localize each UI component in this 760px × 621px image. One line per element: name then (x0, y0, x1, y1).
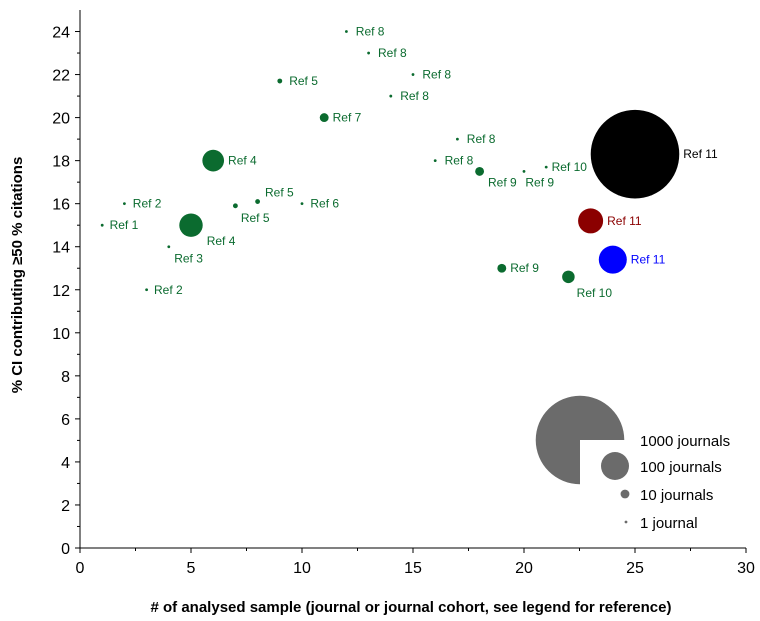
data-point (456, 137, 459, 141)
data-label: Ref 11 (683, 147, 718, 161)
data-label: Ref 9 (488, 175, 517, 189)
y-tick-label: 6 (61, 412, 70, 429)
data-label: Ref 9 (525, 175, 554, 189)
data-point (475, 166, 485, 176)
x-tick-label: 30 (737, 560, 755, 577)
data-label: Ref 1 (110, 218, 139, 232)
data-label: Ref 8 (445, 154, 474, 168)
data-label: Ref 6 (310, 197, 339, 211)
data-labels: Ref 1 Ref 2 Ref 2 Ref 3 Ref 4 Ref 4 Ref 5 Ref 5… (110, 25, 718, 300)
data-point (578, 208, 604, 234)
data-label: Ref 8 (467, 132, 496, 146)
data-point (411, 73, 415, 76)
legend-label: 1 journal (640, 515, 698, 532)
data-label: Ref 2 (154, 283, 183, 297)
data-point (433, 159, 437, 163)
data-label: Ref 5 (241, 211, 270, 225)
legend-marker (624, 520, 628, 524)
legend-label: 1000 journals (640, 433, 730, 450)
data-label: Ref 8 (422, 68, 451, 82)
data-points (100, 30, 680, 292)
y-tick-label: 10 (52, 326, 70, 343)
x-tick-label: 20 (515, 560, 533, 577)
legend: 1000 journals 100 journals 10 journals 1 jo… (535, 395, 730, 532)
data-point (123, 202, 126, 206)
data-label: Ref 7 (333, 111, 362, 125)
y-tick-label: 0 (61, 541, 70, 558)
data-point (255, 199, 261, 204)
x-tick-label: 5 (187, 560, 196, 577)
y-axis-title: % CI contributing ≥50 % citations (9, 157, 26, 394)
data-label: Ref 8 (378, 46, 407, 60)
data-label: Ref 4 (228, 154, 257, 168)
data-point (300, 202, 304, 206)
data-label: Ref 8 (400, 89, 429, 103)
data-point (277, 78, 283, 84)
data-point (544, 165, 548, 169)
data-label: Ref 5 (265, 186, 294, 200)
y-tick-label: 16 (52, 197, 70, 214)
data-point (598, 245, 627, 274)
y-tick-label: 2 (61, 498, 70, 515)
legend-marker (535, 395, 625, 485)
data-point (232, 203, 238, 209)
data-point (145, 288, 149, 292)
x-tick-label: 10 (293, 560, 311, 577)
data-point (367, 51, 370, 55)
x-axis-title: # of analysed sample (journal or journal… (151, 599, 672, 616)
data-point (179, 213, 203, 237)
data-point (100, 223, 104, 227)
legend-label: 100 journals (640, 459, 722, 476)
data-point (522, 170, 526, 173)
x-tick-label: 25 (626, 560, 644, 577)
data-point (562, 270, 575, 284)
legend-marker (601, 452, 629, 480)
y-tick-label: 20 (52, 111, 70, 128)
data-label: Ref 10 (552, 160, 588, 174)
y-tick-label: 18 (52, 154, 70, 171)
y-tick-label: 8 (61, 369, 70, 386)
y-tick-label: 24 (52, 25, 70, 42)
data-label: Ref 10 (577, 286, 613, 300)
y-tick-label: 22 (52, 68, 70, 85)
y-tick-label: 14 (52, 240, 70, 257)
data-label: Ref 5 (289, 74, 318, 88)
data-label: Ref 8 (356, 25, 385, 39)
y-tick-label: 12 (52, 283, 70, 300)
legend-label: 10 journals (640, 487, 713, 504)
data-point (345, 30, 348, 33)
data-point (202, 149, 225, 172)
x-tick-label: 0 (76, 560, 85, 577)
x-tick-label: 15 (404, 560, 422, 577)
data-point (389, 94, 393, 98)
data-label: Ref 11 (607, 214, 642, 228)
y-tick-label: 4 (61, 455, 70, 472)
data-label: Ref 2 (133, 197, 162, 211)
data-label: Ref 4 (207, 234, 236, 248)
data-label: Ref 9 (510, 261, 539, 275)
data-label: Ref 11 (631, 253, 666, 267)
data-point (319, 113, 329, 123)
data-label: Ref 3 (174, 252, 203, 266)
data-point (590, 109, 680, 199)
legend-marker (620, 489, 630, 499)
data-point (497, 263, 507, 273)
data-point (167, 245, 171, 249)
